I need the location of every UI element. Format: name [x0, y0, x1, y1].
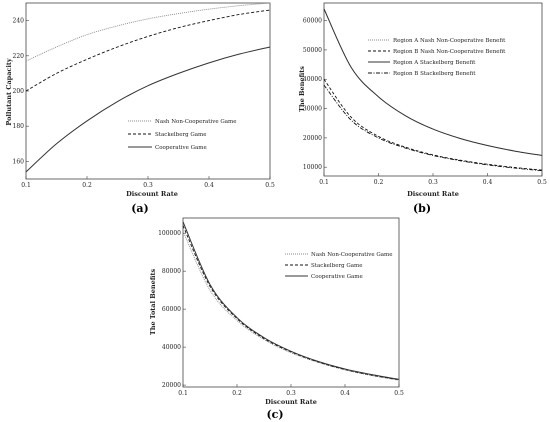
x-tick-label: 0.5 — [394, 390, 404, 397]
panel-b: 10000 20000 30000 40000 50000 60000 0.1 0.2 0.3… — [298, 2, 547, 215]
y-tick-label: 60000 — [303, 18, 322, 25]
legend-label: Stackelberg Game — [155, 132, 207, 138]
panel-c: 20000 40000 60000 80000 100000 0.1 0.2 0.3 0.4 0… — [149, 217, 404, 421]
x-tick-label: 0.5 — [537, 179, 547, 186]
y-tick-label: 220 — [13, 53, 25, 60]
legend-label: Region A Nash Non-Cooperative Benefit — [393, 38, 506, 44]
x-tick-label: 0.5 — [265, 182, 275, 189]
x-tick-label: 0.1 — [178, 390, 188, 397]
x-axis-label: Discount Rate — [126, 190, 178, 198]
x-axis-label: Discount Rate — [407, 190, 459, 198]
x-tick-label: 0.1 — [21, 182, 31, 189]
x-axis-label: Discount Rate — [265, 398, 317, 406]
x-tick-label: 0.3 — [143, 182, 153, 189]
x-tick-label: 0.2 — [374, 179, 384, 186]
plot-frame — [25, 2, 271, 180]
legend-label: Region B Nash Non-Cooperative Benefit — [393, 49, 506, 55]
panel-a: 160 180 200 220 240 0.1 0.2 0.3 0.4 0.5 Pollutan… — [5, 2, 275, 215]
series-line-2 — [25, 46, 271, 173]
y-tick-label: 40000 — [162, 344, 181, 351]
y-tick-label: 160 — [13, 158, 25, 165]
legend: Region A Nash Non-Cooperative Benefit Re… — [368, 38, 506, 77]
x-tick-label: 0.3 — [428, 179, 438, 186]
x-tick-label: 0.4 — [340, 390, 350, 397]
y-tick-label: 80000 — [162, 268, 181, 275]
y-tick-label: 100000 — [158, 230, 181, 237]
y-tick-label: 40000 — [303, 76, 322, 83]
series-line-1 — [182, 225, 400, 381]
y-tick-label: 60000 — [162, 306, 181, 313]
legend: Nash Non-Cooperative Game Stackelberg Ga… — [285, 252, 392, 280]
series-line-0 — [25, 2, 271, 62]
y-tick-label: 180 — [13, 123, 25, 130]
legend-label: Nash Non-Cooperative Game — [155, 119, 236, 125]
series-line-2 — [323, 8, 543, 156]
legend-label: Region B Stackelberg Benefit — [393, 71, 476, 77]
y-tick-label: 30000 — [303, 106, 322, 113]
series-line-2 — [182, 221, 400, 380]
panel-label: (c) — [266, 408, 283, 421]
series-line-1 — [323, 78, 543, 171]
legend-label: Stackelberg Game — [311, 263, 363, 269]
panel-label: (a) — [131, 202, 149, 215]
x-tick-label: 0.1 — [319, 179, 329, 186]
legend-label: Cooperative Game — [311, 274, 363, 280]
y-tick-label: 200 — [13, 88, 25, 95]
y-axis-label: The Benefits — [298, 66, 306, 112]
legend-label: Cooperative Game — [155, 145, 207, 151]
x-tick-label: 0.4 — [483, 179, 493, 186]
legend-label: Nash Non-Cooperative Game — [311, 252, 392, 258]
y-tick-label: 10000 — [303, 164, 322, 171]
x-tick-label: 0.3 — [286, 390, 296, 397]
series-line-1 — [25, 9, 271, 92]
y-axis-label: Pollutant Capacity — [5, 58, 13, 125]
series-line-0 — [182, 231, 400, 381]
y-tick-label: 50000 — [303, 47, 322, 54]
legend-label: Region A Stackelberg Benefit — [393, 60, 476, 66]
legend: Nash Non-Cooperative Game Stackelberg Ga… — [128, 119, 236, 151]
y-tick-label: 240 — [13, 18, 25, 25]
plot-frame — [182, 217, 400, 388]
x-tick-label: 0.2 — [232, 390, 242, 397]
series-line-3 — [323, 84, 543, 172]
y-axis-label: The Total Benefits — [149, 269, 157, 336]
x-tick-label: 0.4 — [204, 182, 214, 189]
panel-label: (b) — [413, 202, 431, 215]
series-line-0 — [323, 8, 543, 156]
y-tick-label: 20000 — [303, 135, 322, 142]
y-tick-label: 20000 — [162, 382, 181, 389]
x-tick-label: 0.2 — [82, 182, 92, 189]
